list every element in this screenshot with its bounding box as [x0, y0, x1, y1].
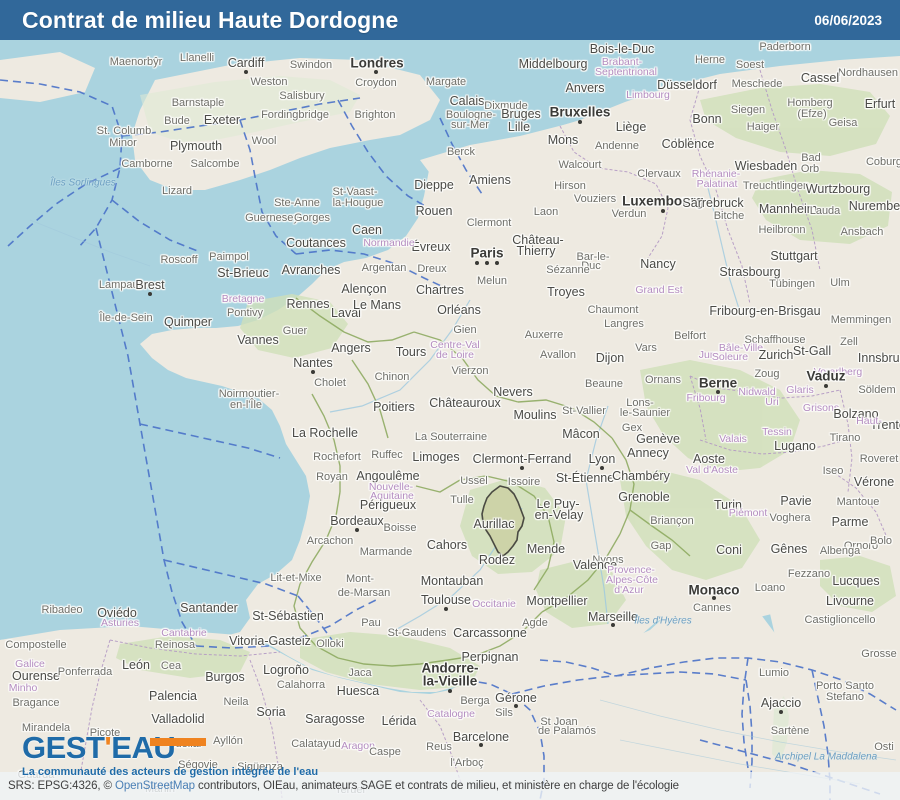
- page-title: Contrat de milieu Haute Dordogne: [22, 6, 399, 33]
- map-canvas[interactable]: Maenorbŷr Llanelli Cardiff Swindon Londres Ma…: [0, 40, 900, 800]
- contract-area-polygon: [481, 485, 525, 557]
- attribution-srs: SRS: EPSG:4326, ©: [8, 780, 116, 792]
- page-header: Contrat de milieu Haute Dordogne 06/06/2…: [0, 0, 900, 40]
- header-date: 06/06/2023: [814, 12, 882, 28]
- openstreetmap-link[interactable]: OpenStreetMap: [115, 780, 195, 792]
- map-basemap: [0, 40, 900, 800]
- attribution-contributors: contributors, OIEau, animateurs SAGE et …: [194, 780, 679, 792]
- map-attribution-bar: SRS: EPSG:4326, © OpenStreetMap contribu…: [0, 772, 900, 800]
- attribution-text: SRS: EPSG:4326, © OpenStreetMap contribu…: [8, 780, 679, 792]
